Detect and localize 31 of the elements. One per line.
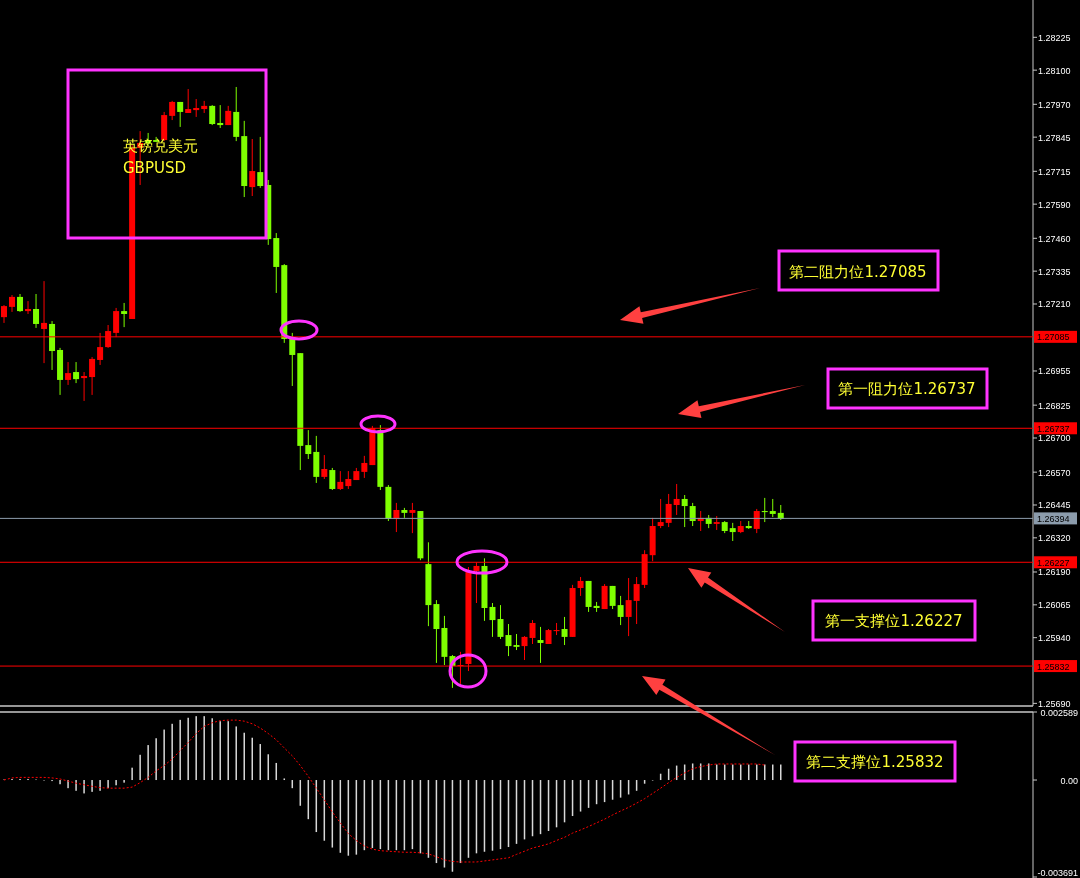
ref-line-label: 1.27085: [1037, 332, 1070, 343]
ref-line-label: 1.26394: [1037, 513, 1070, 524]
y-tick-label: 1.26955: [1038, 366, 1071, 377]
y-tick-label: 1.28100: [1038, 65, 1071, 76]
y-tick-label: 1.26570: [1038, 467, 1071, 478]
y-tick-label: 1.27335: [1038, 266, 1071, 277]
y-tick-label: 1.27715: [1038, 166, 1071, 177]
y-tick-label: 1.25940: [1038, 633, 1071, 644]
y-tick-label: 1.26190: [1038, 567, 1071, 578]
annotation: 第一阻力位1.26737: [838, 380, 976, 398]
y-tick-label: 1.26825: [1038, 400, 1071, 411]
annotation: 第二支撑位1.25832: [806, 753, 944, 771]
y-tick-label: 1.26445: [1038, 500, 1071, 511]
y-tick-label: 1.27460: [1038, 233, 1071, 244]
y-tick-label: 1.28225: [1038, 32, 1071, 43]
ref-line-label: 1.26737: [1037, 423, 1070, 434]
annotation: 第二阻力位1.27085: [789, 263, 927, 281]
ref-line-label: 1.25832: [1037, 661, 1070, 672]
y-tick-label: 1.27970: [1038, 99, 1071, 110]
annotation: 第一支撑位1.26227: [825, 612, 963, 630]
ref-line-label: 1.26227: [1037, 557, 1070, 568]
y-tick-label: 1.26320: [1038, 533, 1071, 544]
y-tick-label: 0.00: [1060, 775, 1078, 786]
y-tick-label: 1.25690: [1038, 698, 1071, 709]
y-tick-label: 1.26700: [1038, 433, 1071, 444]
y-tick-label: 1.26065: [1038, 600, 1071, 611]
y-tick-label: 1.27590: [1038, 199, 1071, 210]
y-tick-label: 1.27845: [1038, 132, 1071, 143]
y-tick-label: -0.003691: [1037, 868, 1078, 878]
y-tick-label: 0.002589: [1040, 707, 1078, 718]
y-tick-label: 1.27210: [1038, 299, 1071, 310]
